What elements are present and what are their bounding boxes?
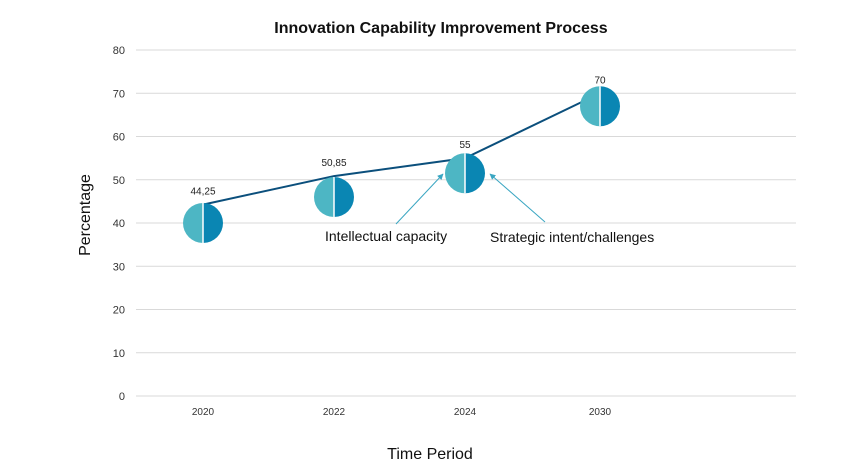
x-tick-label: 2020 — [192, 407, 215, 418]
strategic-intent-arrow — [489, 173, 546, 223]
y-axis-label: Percentage — [77, 174, 94, 256]
y-tick-label: 40 — [113, 218, 125, 230]
bubble-left-half — [580, 86, 600, 127]
bubble-left-half — [445, 153, 465, 194]
data-label: 55 — [459, 140, 471, 151]
y-tick-label: 10 — [113, 348, 125, 360]
bubble-left-half — [183, 203, 203, 243]
y-tick-label: 0 — [119, 391, 125, 403]
intellectual-capacity-arrow — [395, 173, 444, 225]
x-tick-labels: 2020 2022 2024 2030 — [192, 407, 612, 418]
x-tick-label: 2024 — [454, 407, 477, 418]
bubble-right-half — [334, 177, 354, 218]
y-tick-label: 30 — [113, 261, 125, 273]
intellectual-capacity-annotation: Intellectual capacity — [325, 228, 447, 244]
y-tick-labels: 0 10 20 30 40 50 60 70 80 — [113, 45, 125, 403]
bubble-right-half — [600, 86, 620, 127]
data-bubble — [445, 153, 485, 194]
y-tick-label: 50 — [113, 175, 125, 187]
gridlines — [136, 49, 796, 397]
data-bubble — [183, 203, 223, 243]
y-tick-label: 20 — [113, 305, 125, 317]
bubble-right-half — [465, 153, 485, 194]
annotations: Intellectual capacity Strategic intent/c… — [325, 173, 654, 245]
x-tick-label: 2030 — [589, 407, 612, 418]
x-tick-label: 2022 — [323, 407, 346, 418]
strategic-intent-annotation: Strategic intent/challenges — [490, 229, 654, 245]
data-label: 44,25 — [190, 187, 215, 198]
data-bubble — [580, 86, 620, 127]
data-label: 70 — [594, 75, 606, 86]
y-tick-label: 60 — [113, 132, 125, 144]
x-axis-label: Time Period — [387, 446, 473, 463]
series-line — [202, 92, 601, 206]
series-line-group — [202, 92, 601, 206]
bubble-left-half — [314, 177, 334, 218]
data-bubble — [314, 177, 354, 218]
data-label: 50,85 — [321, 158, 346, 169]
chart-title: Innovation Capability Improvement Proces… — [274, 20, 608, 37]
y-tick-label: 70 — [113, 88, 125, 100]
y-tick-label: 80 — [113, 45, 125, 57]
bubble-group — [183, 86, 620, 243]
bubble-right-half — [203, 203, 223, 243]
data-labels: 44,25 50,85 55 70 — [190, 75, 606, 197]
